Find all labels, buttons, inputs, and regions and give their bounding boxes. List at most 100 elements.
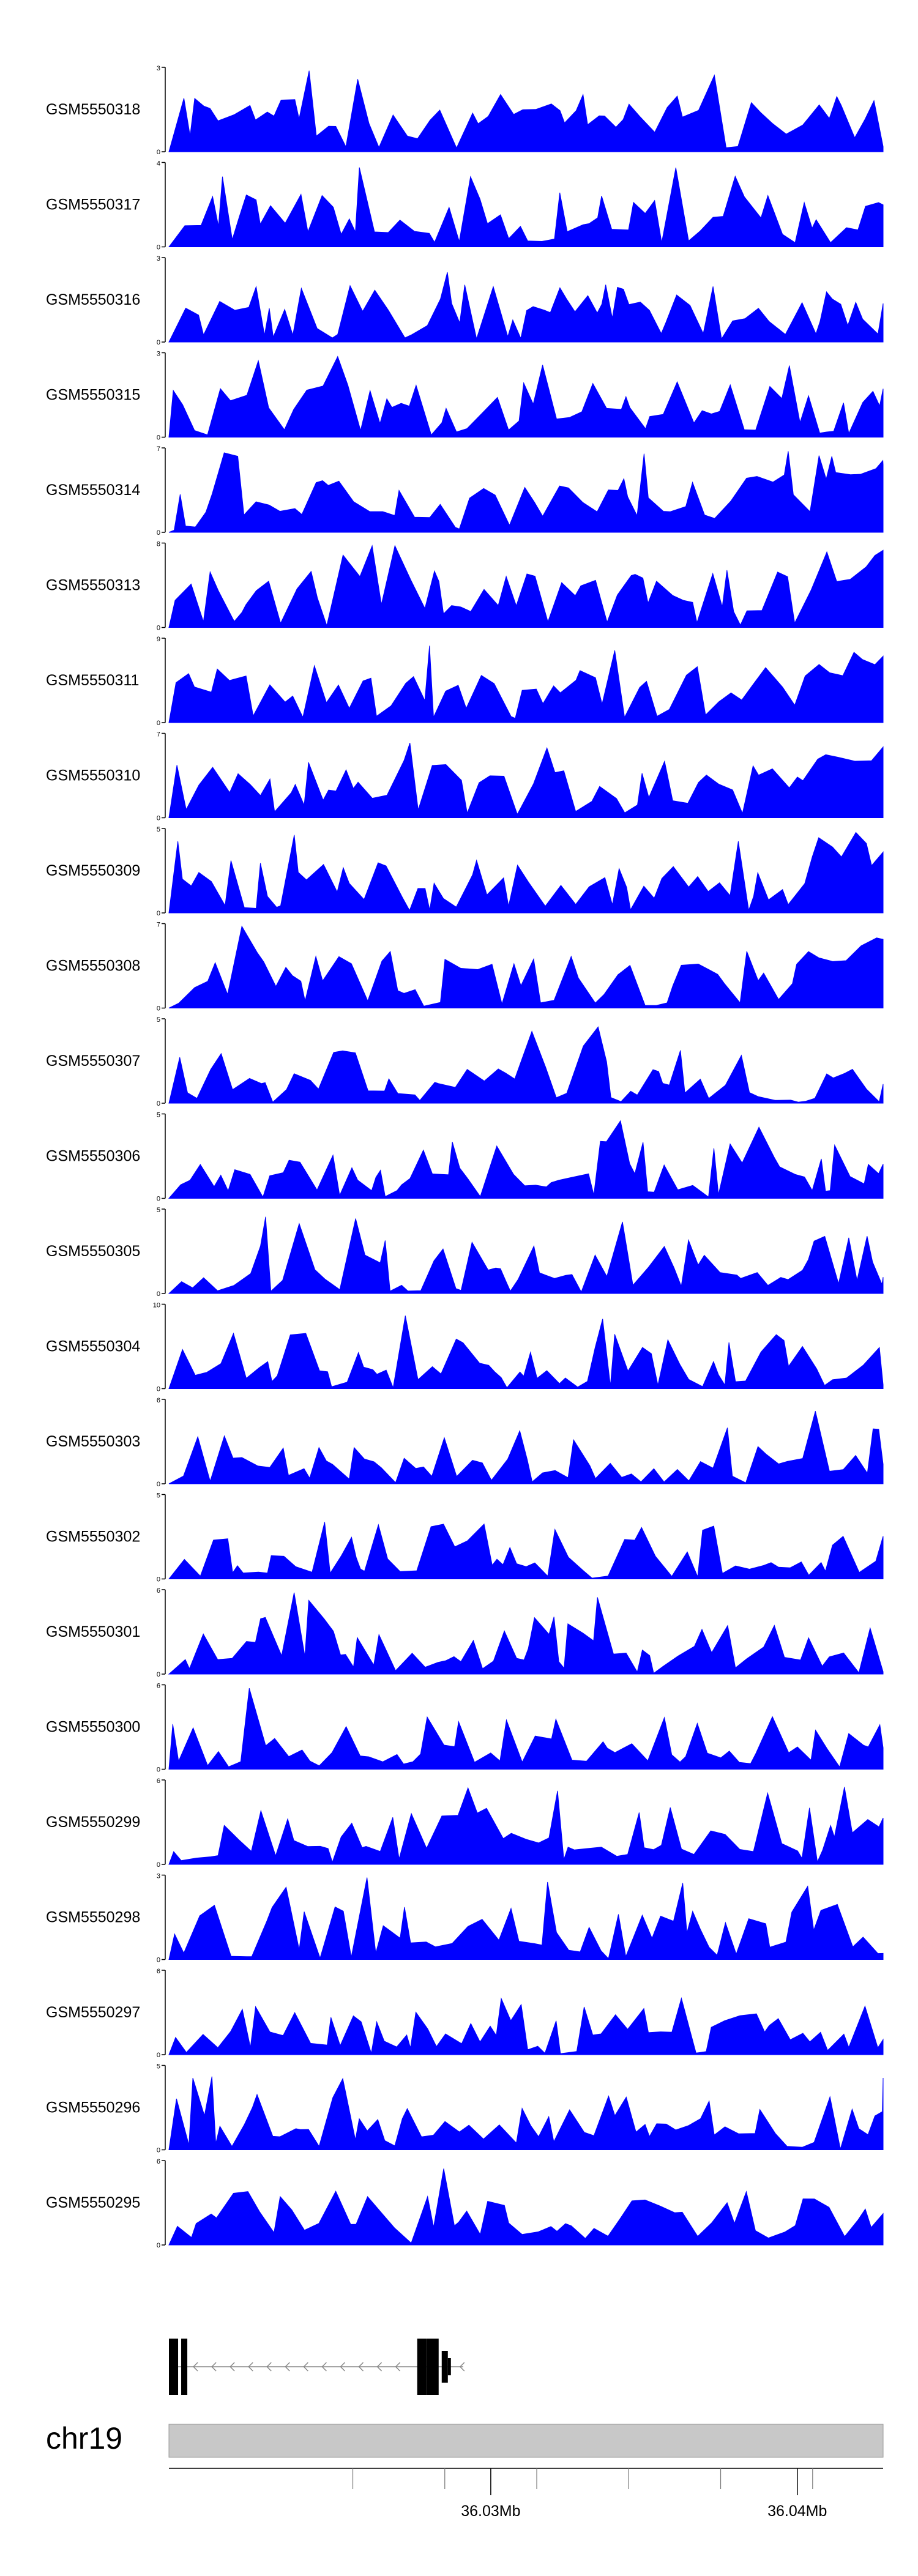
track-label: GSM5550299	[46, 1814, 140, 1831]
coverage-area	[168, 1026, 884, 1104]
y-axis-min-label: 0	[157, 1957, 160, 1964]
y-axis-max-label: 7	[157, 445, 160, 453]
track-label: GSM5550311	[46, 672, 139, 689]
coverage-area	[168, 742, 884, 818]
track-label: GSM5550307	[46, 1052, 140, 1070]
coverage-area	[168, 272, 884, 343]
coverage-area	[168, 2168, 884, 2246]
y-axis-max-label: 7	[157, 921, 160, 929]
track-label: GSM5550310	[46, 767, 140, 784]
gene-exon	[169, 2339, 179, 2395]
gene-exon	[441, 2351, 448, 2383]
track-label: GSM5550313	[46, 577, 140, 594]
y-axis-max-label: 3	[157, 255, 160, 262]
coverage-area	[168, 1787, 884, 1865]
coverage-area	[168, 1411, 884, 1484]
strand-chevron	[248, 2362, 253, 2372]
y-axis-min-label: 0	[157, 339, 160, 346]
y-axis-min-label: 0	[157, 2147, 160, 2154]
y-axis-max-label: 5	[157, 1112, 160, 1119]
genome-axis: chr19 36.03Mb 36.04Mb	[46, 2421, 884, 2520]
track-label: GSM5550318	[46, 101, 140, 118]
y-axis-max-label: 5	[157, 1492, 160, 1500]
coverage-track: GSM5550306 5 0	[46, 1112, 884, 1203]
track-label: GSM5550298	[46, 1909, 140, 1926]
coverage-area	[168, 545, 884, 628]
coverage-track: GSM5550313 8 0	[46, 541, 884, 632]
track-label: GSM5550315	[46, 387, 140, 404]
coverage-area	[168, 70, 884, 152]
strand-chevron	[376, 2362, 382, 2372]
y-axis-max-label: 9	[157, 636, 160, 643]
track-label: GSM5550317	[46, 196, 140, 214]
y-axis-max-label: 6	[157, 2158, 160, 2165]
track-label: GSM5550302	[46, 1528, 140, 1546]
gene-exon	[417, 2339, 427, 2395]
y-axis-max-label: 5	[157, 1207, 160, 1214]
coverage-area	[168, 167, 884, 247]
coverage-track: GSM5550300 6 0	[46, 1683, 884, 1774]
gene-exon	[181, 2339, 188, 2395]
y-axis-max-label: 3	[157, 351, 160, 358]
strand-chevron	[340, 2362, 346, 2372]
track-label: GSM5550303	[46, 1433, 140, 1450]
genome-axis-tick-label: 36.04Mb	[767, 2503, 827, 2520]
track-label: GSM5550301	[46, 1623, 140, 1640]
y-axis-max-label: 6	[157, 1683, 160, 1690]
y-axis-min-label: 0	[157, 910, 160, 917]
coverage-track: GSM5550311 9 0	[46, 636, 884, 727]
coverage-track: GSM5550310 7 0	[46, 731, 884, 822]
y-axis-max-label: 7	[157, 731, 160, 739]
y-axis-max-label: 3	[157, 1873, 160, 1880]
coverage-area	[168, 1877, 884, 1960]
y-axis-max-label: 6	[157, 1778, 160, 1785]
strand-chevron	[358, 2362, 364, 2372]
coverage-track: GSM5550302 5 0	[46, 1492, 884, 1584]
y-axis-max-label: 3	[157, 65, 160, 72]
y-axis-min-label: 0	[157, 1861, 160, 1869]
y-axis-min-label: 0	[157, 1196, 160, 1203]
coverage-track: GSM5550317 4 0	[46, 160, 884, 251]
coverage-track: GSM5550316 3 0	[46, 255, 884, 346]
y-axis-min-label: 0	[157, 720, 160, 727]
coverage-track: GSM5550314 7 0	[46, 445, 884, 537]
coverage-track: GSM5550315 3 0	[46, 351, 884, 442]
coverage-track: GSM5550303 6 0	[46, 1397, 884, 1488]
genome-axis-tick-label: 36.03Mb	[461, 2503, 520, 2520]
coverage-track: GSM5550318 3 0	[46, 65, 884, 156]
strand-chevron	[459, 2362, 465, 2372]
y-axis-min-label: 0	[157, 1766, 160, 1774]
coverage-area	[168, 646, 884, 723]
chromosome-label: chr19	[46, 2421, 122, 2455]
coverage-area	[168, 1522, 884, 1579]
y-axis-min-label: 0	[157, 1671, 160, 1678]
track-label: GSM5550314	[46, 482, 140, 499]
coverage-track: GSM5550297 6 0	[46, 1968, 884, 2059]
track-label: GSM5550309	[46, 862, 140, 879]
coverage-area	[168, 1316, 884, 1389]
coverage-track: GSM5550308 7 0	[46, 921, 884, 1013]
track-label: GSM5550304	[46, 1338, 140, 1355]
coverage-track: GSM5550298 3 0	[46, 1873, 884, 1964]
coverage-track: GSM5550307 5 0	[46, 1016, 884, 1107]
coverage-track: GSM5550301 6 0	[46, 1587, 884, 1678]
coverage-area	[168, 1997, 884, 2055]
strand-chevron	[266, 2362, 272, 2372]
y-axis-max-label: 6	[157, 1397, 160, 1404]
track-label: GSM5550300	[46, 1719, 140, 1736]
coverage-area	[168, 832, 884, 914]
strand-chevron	[211, 2362, 217, 2372]
y-axis-min-label: 0	[157, 149, 160, 156]
track-label: GSM5550297	[46, 2004, 140, 2021]
y-axis-min-label: 0	[157, 1005, 160, 1013]
y-axis-min-label: 0	[157, 244, 160, 251]
y-axis-min-label: 0	[157, 1290, 160, 1298]
track-label: GSM5550306	[46, 1148, 140, 1165]
y-axis-min-label: 0	[157, 1481, 160, 1488]
y-axis-min-label: 0	[157, 815, 160, 822]
y-axis-max-label: 10	[153, 1302, 160, 1309]
coverage-track: GSM5550309 5 0	[46, 826, 884, 917]
strand-chevron	[193, 2362, 198, 2372]
y-axis-min-label: 0	[157, 2242, 160, 2249]
